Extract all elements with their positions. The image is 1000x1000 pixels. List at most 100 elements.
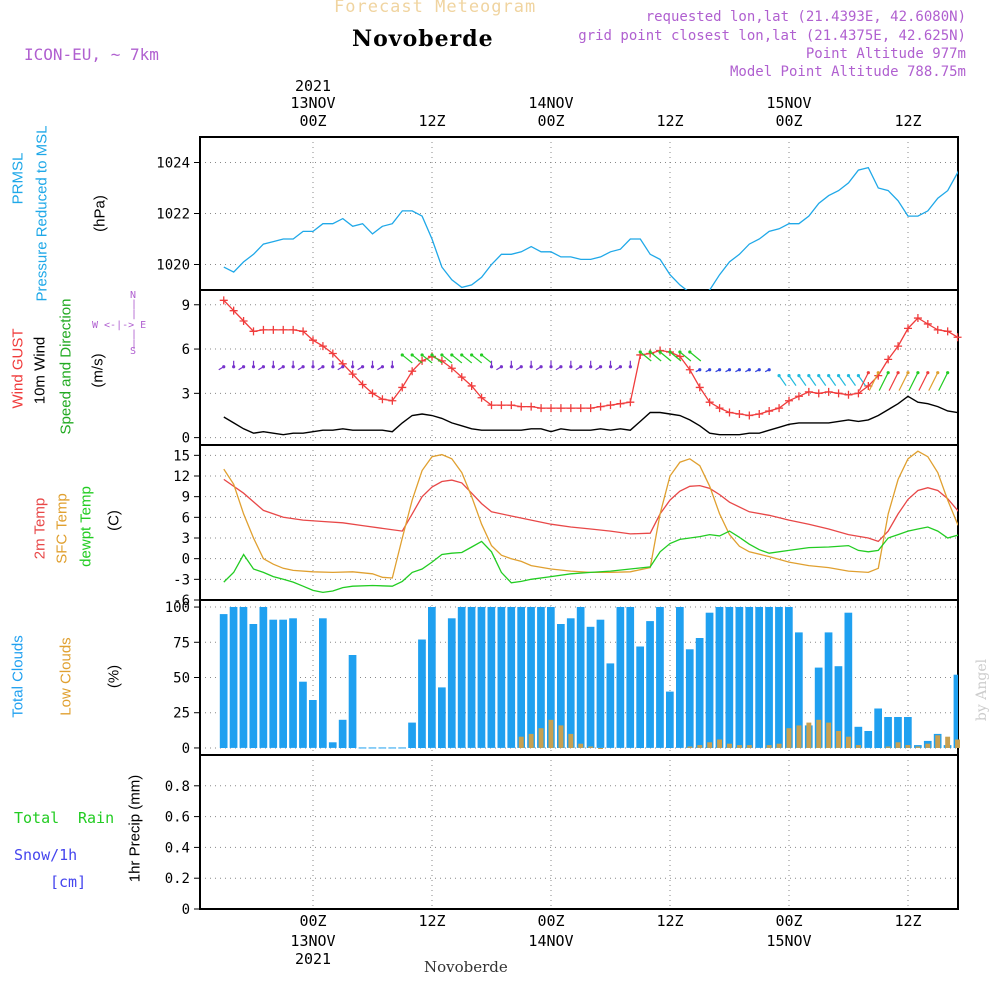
gust-marker-17 <box>388 396 397 405</box>
low-cloud-bar-60 <box>816 719 822 748</box>
wind-arrow-head-69 <box>906 371 910 375</box>
low-cloud-bar-51 <box>727 743 732 748</box>
wind-arrow-head-39 <box>608 365 613 369</box>
bottom-year-label-0: 2021 <box>295 950 331 968</box>
wind-arrow-head-0 <box>222 365 226 369</box>
gust-marker-47 <box>685 365 694 374</box>
pressure-ytick-label-2: 1024 <box>156 156 190 172</box>
precip-panel-frame <box>199 754 959 910</box>
wind-direction-arrow-67 <box>878 372 889 391</box>
total-cloud-bar-31 <box>527 607 535 748</box>
gust-marker-8 <box>299 327 308 336</box>
clouds-ytick-label-1: 25 <box>173 706 190 722</box>
bottom-time-label-1: 12Z <box>418 912 445 930</box>
grid-point-location: grid point closest lon,lat (21.4375E, 42… <box>578 28 966 44</box>
wind-arrow-head-16 <box>380 365 385 369</box>
total-cloud-bar-65 <box>864 731 873 748</box>
wind-arrow-head-19 <box>410 353 414 357</box>
precip-cm-label: [cm] <box>50 873 87 891</box>
gust-marker-18 <box>398 383 407 392</box>
total-cloud-bar-33 <box>547 607 555 748</box>
wind-arrow-head-32 <box>539 365 543 369</box>
temp-sfc-line <box>223 450 958 579</box>
clouds-ytick-label-0: 0 <box>182 741 190 757</box>
total-cloud-bar-37 <box>586 626 595 748</box>
gust-marker-74 <box>953 333 962 342</box>
total-cloud-bar-52 <box>735 607 744 748</box>
gust-marker-33 <box>547 404 555 413</box>
gust-marker-69 <box>904 324 912 333</box>
gust-marker-73 <box>943 327 952 336</box>
total-cloud-bar-1 <box>229 607 238 748</box>
pressure-label-prmsl: PRMSL <box>9 152 27 205</box>
wind-direction-arrow-21 <box>431 354 443 364</box>
gust-marker-23 <box>447 364 456 373</box>
temperature-ytick-label-7: 15 <box>173 448 190 464</box>
pressure-line <box>223 166 958 290</box>
low-cloud-bar-59 <box>806 722 812 748</box>
total-cloud-bar-43 <box>646 621 654 748</box>
total-cloud-bar-67 <box>884 717 892 748</box>
wind-arrow-head-3 <box>251 365 256 369</box>
wind-arrow-head-5 <box>271 365 275 369</box>
gust-marker-27 <box>487 401 496 410</box>
gust-marker-10 <box>318 342 327 351</box>
pressure-ytick-label-1: 1022 <box>156 207 190 223</box>
total-cloud-bar-24 <box>457 607 466 748</box>
wind-arrow-head-47 <box>688 350 692 354</box>
temperature-panel-frame <box>199 444 959 601</box>
gust-marker-52 <box>735 410 744 418</box>
clouds-ytick-label-3: 75 <box>173 635 190 651</box>
clouds-ytick-label-4: 100 <box>165 600 190 616</box>
top-time-label-3: 12Z <box>656 112 683 130</box>
total-cloud-bar-36 <box>576 607 585 748</box>
wind-arrow-head-61 <box>827 374 831 378</box>
pressure-label-msl: Pressure Reduced to MSL <box>33 125 51 302</box>
wind-arrow-head-26 <box>479 353 484 357</box>
total-cloud-bar-28 <box>497 607 506 748</box>
low-cloud-bar-38 <box>598 748 603 749</box>
gust-marker-64 <box>854 389 863 398</box>
gust-marker-56 <box>775 404 784 413</box>
gust-marker-5 <box>269 325 278 334</box>
wind-direction-arrow-71 <box>918 372 929 391</box>
total-cloud-bar-61 <box>824 632 833 748</box>
wind-arrow-head-22 <box>440 353 444 357</box>
precip-ytick-label-2: 0.4 <box>165 840 190 856</box>
total-cloud-bar-57 <box>785 607 793 748</box>
wind-arrow-head-50 <box>717 368 722 372</box>
wind-direction-arrow-61 <box>828 375 837 386</box>
footer-location: Novoberde <box>424 958 508 976</box>
model-point-altitude: Model Point Altitude 788.75m <box>729 64 966 80</box>
total-cloud-bar-62 <box>834 666 843 748</box>
total-cloud-bar-38 <box>596 619 605 748</box>
top-date-label-4: 15NOV <box>766 94 811 112</box>
low-cloud-bar-37 <box>588 746 594 748</box>
wind-arrow-head-24 <box>460 353 464 357</box>
low-cloud-bar-32 <box>538 728 544 748</box>
top-date-label-0: 13NOV <box>290 94 335 112</box>
low-cloud-bar-72 <box>935 735 941 748</box>
wind-direction-arrow-57 <box>788 375 797 386</box>
top-time-label-1: 12Z <box>418 112 445 130</box>
low-cloud-bar-50 <box>717 739 722 748</box>
gust-marker-28 <box>497 401 506 410</box>
low-cloud-bar-67 <box>885 746 891 748</box>
wind-direction-label: Speed and Direction <box>57 298 75 435</box>
wind-arrow-head-25 <box>470 353 474 357</box>
wind-arrow-head-37 <box>589 365 593 369</box>
wind-direction-arrow-73 <box>938 372 949 391</box>
total-cloud-bar-53 <box>745 607 754 748</box>
low-cloud-bar-64 <box>856 745 861 748</box>
low-cloud-bar-47 <box>687 746 693 748</box>
wind-arrow-head-1 <box>232 365 236 369</box>
total-cloud-bar-66 <box>874 708 882 748</box>
wind-arrow-head-43 <box>648 350 652 354</box>
total-cloud-bar-22 <box>438 687 446 748</box>
low-cloud-bar-49 <box>707 742 713 748</box>
wind-direction-arrow-64 <box>857 375 866 386</box>
total-cloud-bar-41 <box>626 607 635 748</box>
wind-unit-label: (m/s) <box>89 353 107 388</box>
wind-arrow-head-44 <box>658 350 662 354</box>
wind-arrow-head-46 <box>678 350 682 354</box>
